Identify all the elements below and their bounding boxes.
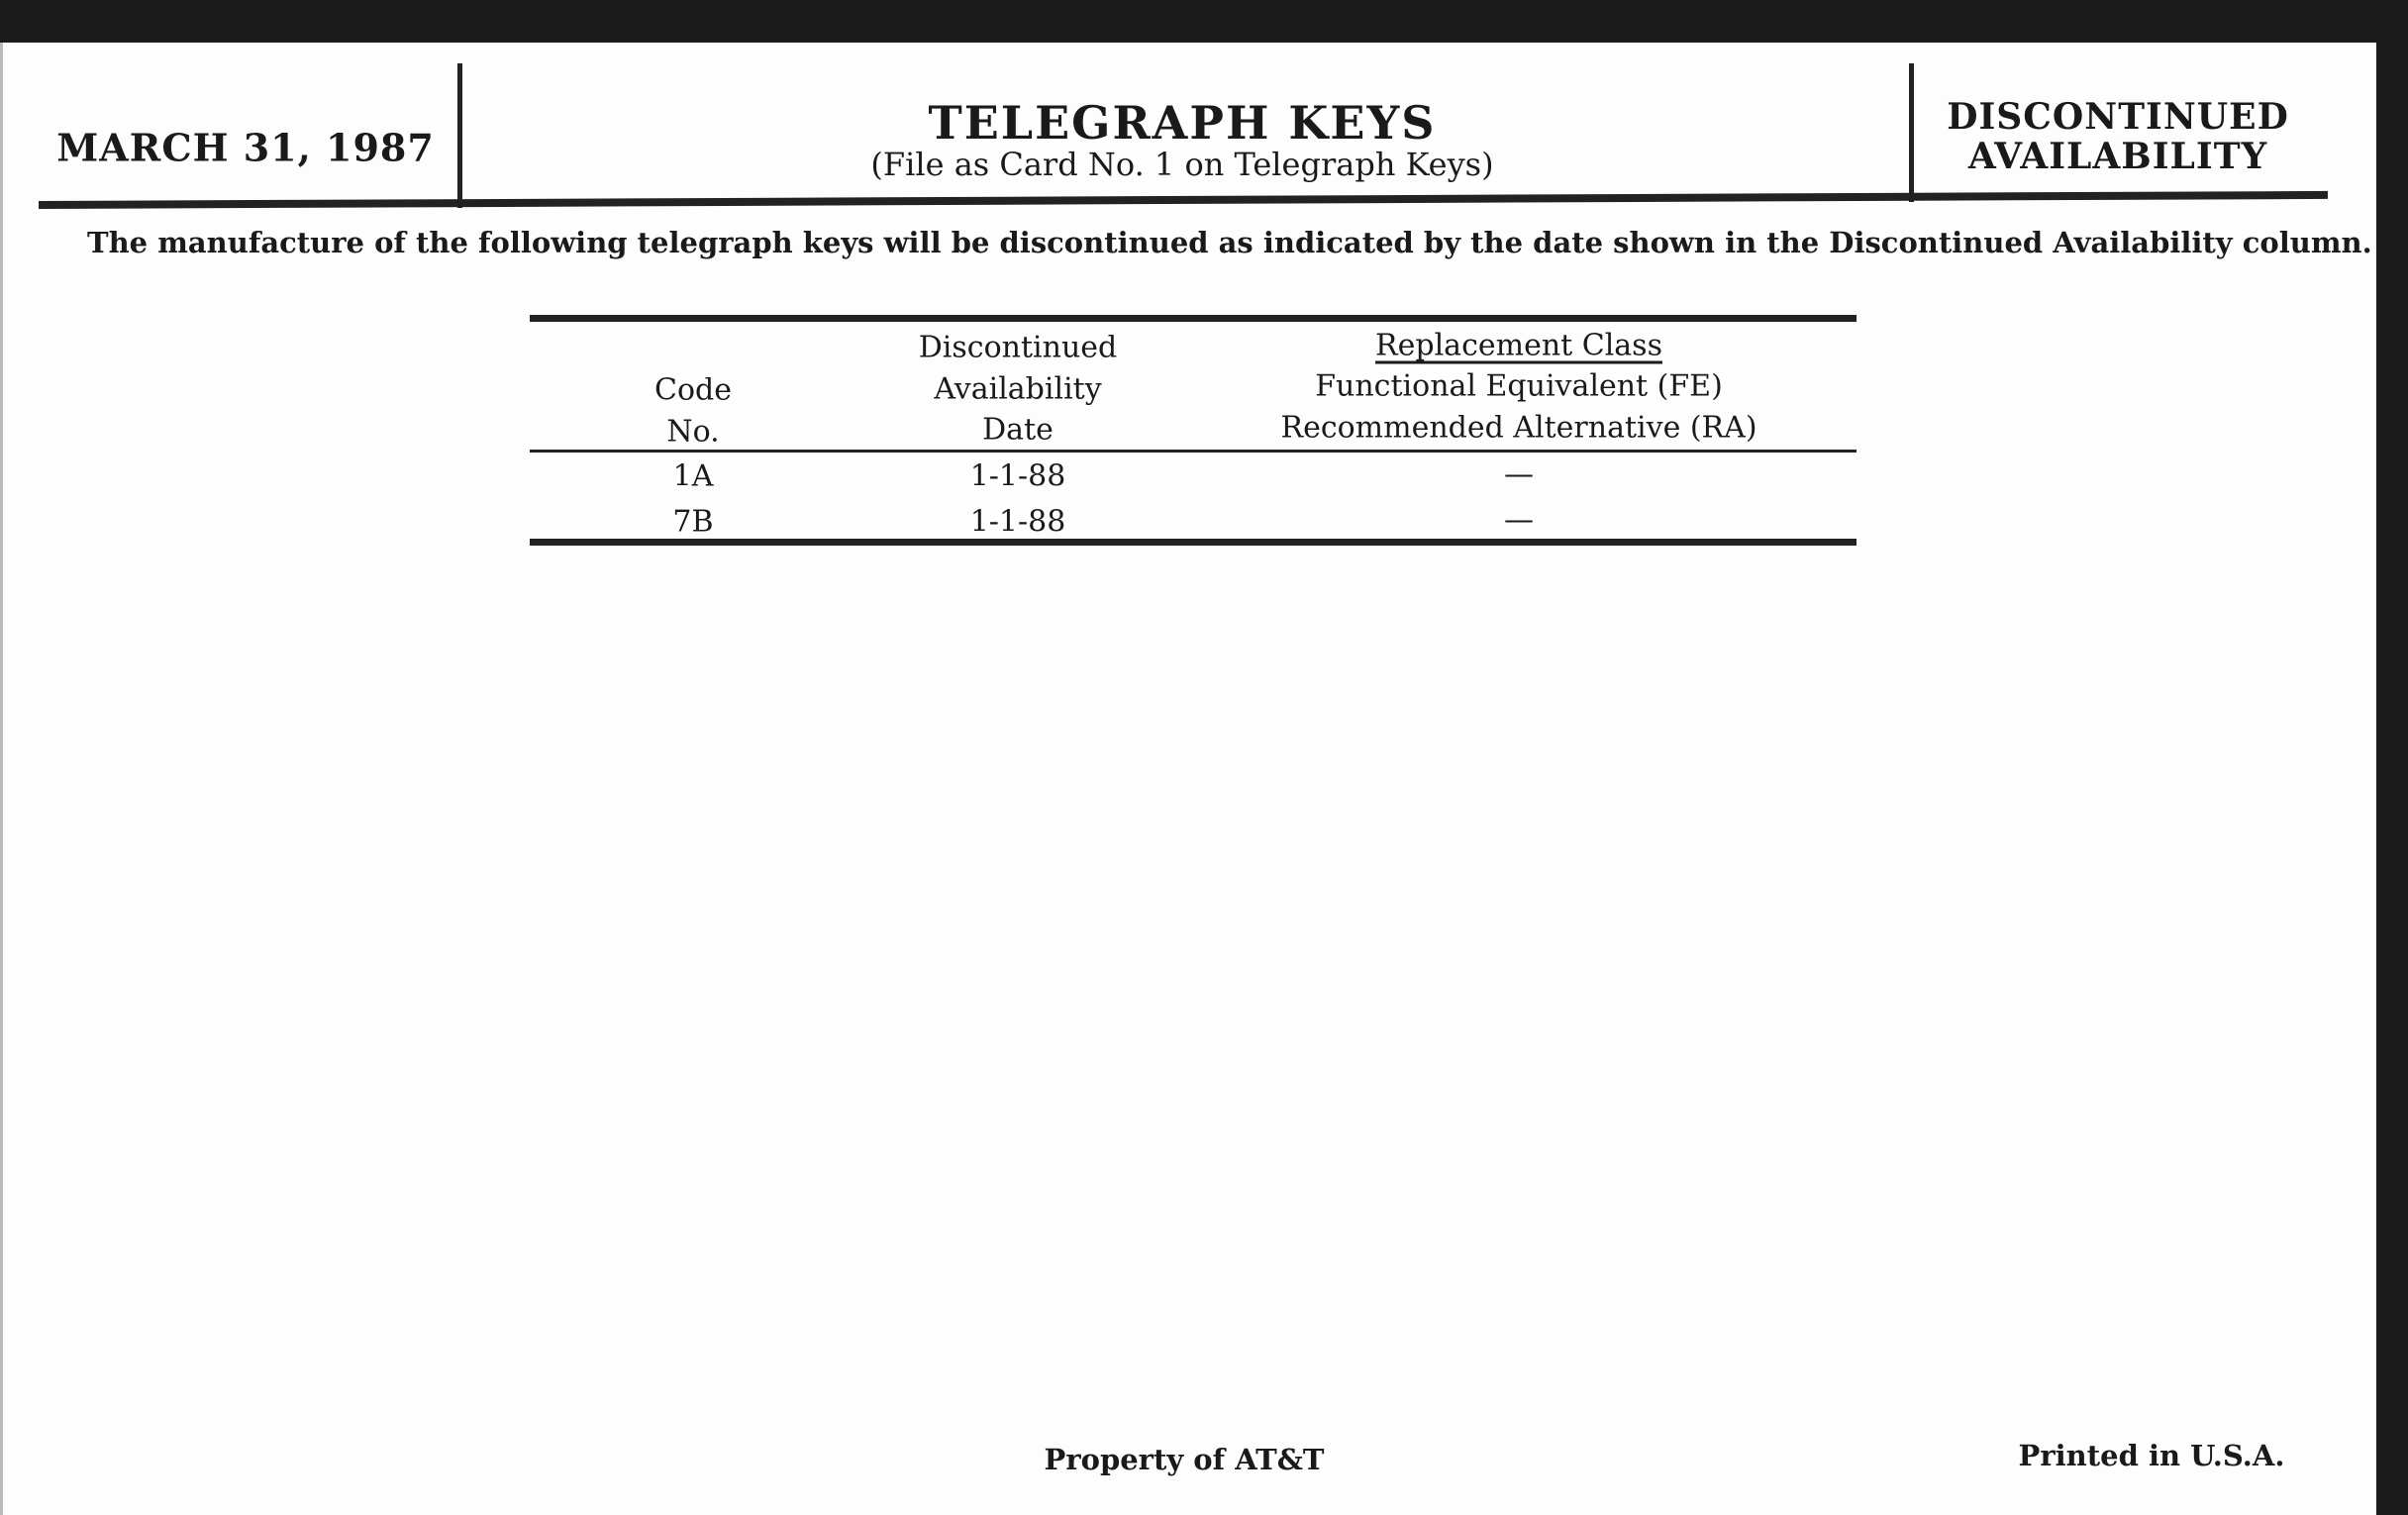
table-bottom-rule: [530, 539, 1856, 546]
page-title: TELEGRAPH KEYS: [928, 96, 1437, 150]
scan-border-top: [0, 0, 2408, 43]
header-code-line-2: No.: [666, 414, 720, 450]
header-functional-equivalent: Functional Equivalent (FE): [1315, 368, 1723, 404]
scan-border-right: [2376, 0, 2408, 1515]
status-label: DISCONTINUED AVAILABILITY: [1947, 97, 2289, 176]
cell-replacement: —: [1504, 502, 1534, 538]
header-replacement-class: Replacement Class: [1375, 328, 1662, 363]
status-line-1: DISCONTINUED: [1947, 96, 2289, 138]
header-date-line-3: Date: [982, 412, 1054, 448]
status-line-2: AVAILABILITY: [1967, 136, 2268, 177]
scan-border-left: [0, 43, 3, 1515]
header-date-line-2: Availability: [934, 371, 1102, 407]
header-date-line-1: Discontinued: [918, 330, 1118, 365]
footer-printed: Printed in U.S.A.: [2018, 1439, 2285, 1472]
cell-date: 1-1-88: [969, 458, 1066, 494]
cell-code: 7B: [672, 504, 714, 540]
page-subtitle: (File as Card No. 1 on Telegraph Keys): [870, 146, 1494, 183]
cell-replacement: —: [1504, 456, 1534, 492]
header-rule: [38, 190, 2328, 209]
cell-code: 1A: [672, 458, 714, 494]
footer-property: Property of AT&T: [1044, 1443, 1325, 1476]
table-header-rule: [530, 450, 1856, 453]
header-divider-right: [1909, 63, 1914, 202]
header-code-line-1: Code: [654, 372, 732, 408]
table-top-rule: [530, 315, 1856, 322]
cell-date: 1-1-88: [969, 504, 1066, 540]
intro-text: The manufacture of the following telegra…: [87, 226, 2372, 259]
issue-date: MARCH 31, 1987: [56, 125, 435, 170]
header-divider-left: [457, 63, 462, 208]
header-recommended-alternative: Recommended Alternative (RA): [1280, 410, 1757, 446]
